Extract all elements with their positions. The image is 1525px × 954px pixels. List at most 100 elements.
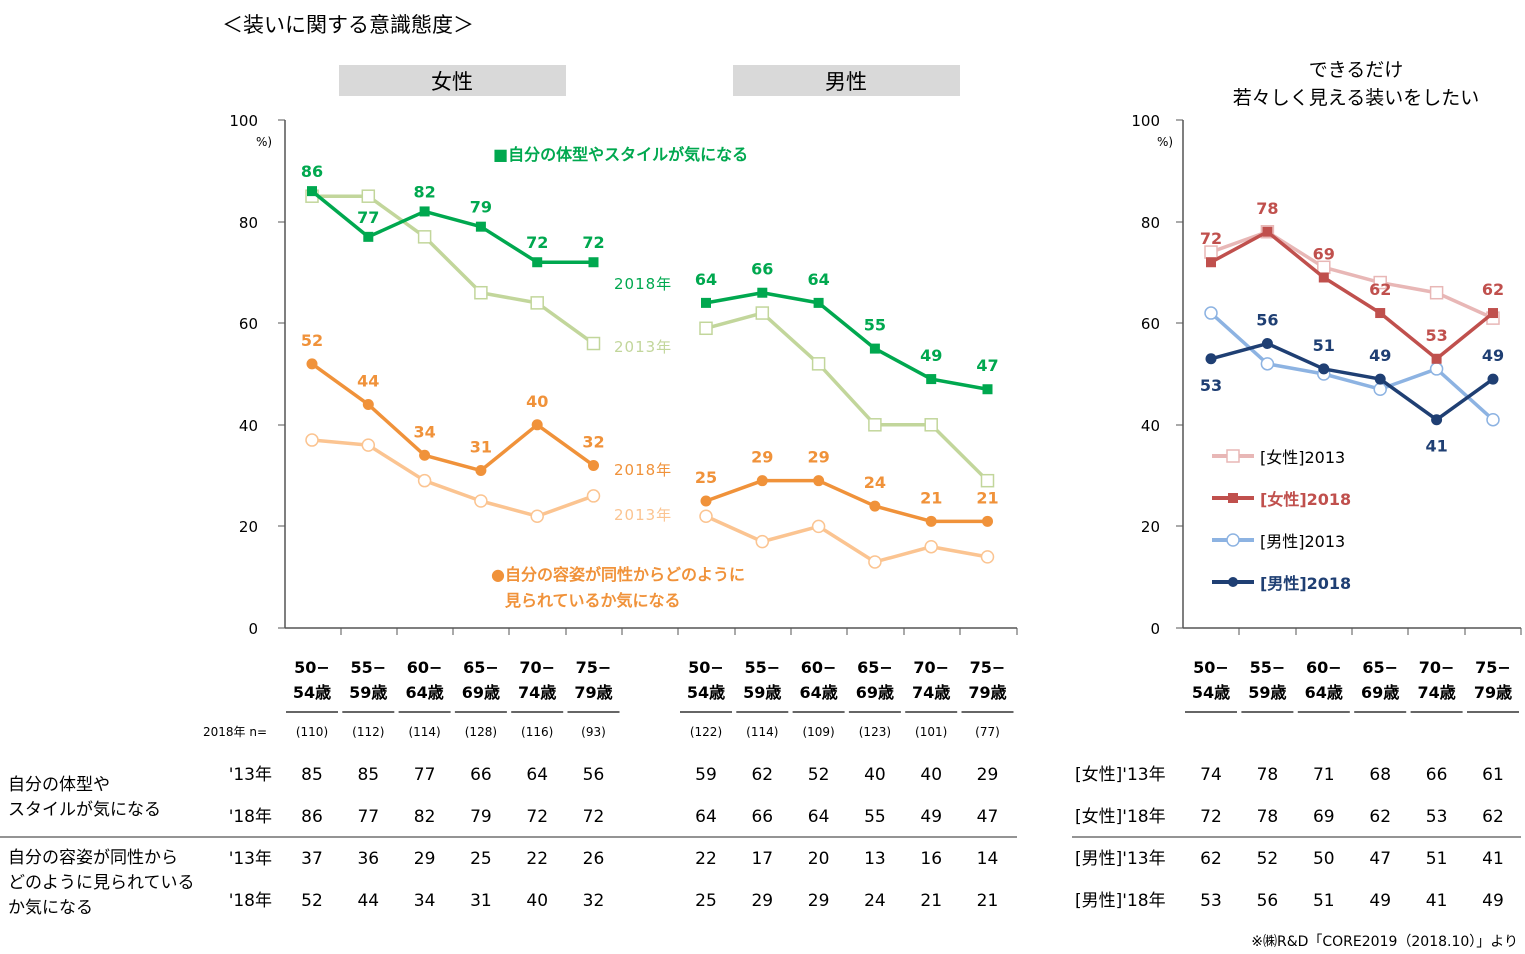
- age-label: 70−: [519, 658, 555, 677]
- table-year-label: '18年: [229, 807, 272, 827]
- table-cell: 56: [583, 765, 605, 785]
- age-label: 74歳: [518, 683, 556, 702]
- age-labels: 50− 54歳 55− 59歳 60− 64歳 65− 69歳 70− 74歳 75− 79歳 50− 5…: [286, 658, 1519, 713]
- table-cell: 77: [357, 807, 379, 827]
- right-y-tick: 80: [1141, 214, 1160, 232]
- age-label: 79歳: [1474, 683, 1512, 702]
- table-cell: 61: [1482, 765, 1504, 785]
- female-appear-2018-point: [362, 398, 374, 410]
- male-appear-2018-point: [813, 475, 825, 487]
- table-cell: 13: [864, 849, 886, 869]
- table-cell: 31: [470, 891, 492, 911]
- table-cell: 62: [1369, 807, 1391, 827]
- right-female-2018-data-label: 78: [1256, 199, 1278, 218]
- table-row-label-right: [女性]'13年: [1075, 765, 1166, 785]
- male-style-2018-data-label: 49: [920, 346, 942, 365]
- table-cell: 77: [414, 765, 436, 785]
- table-row-label-right: [男性]'18年: [1075, 891, 1166, 911]
- table-cell: 52: [301, 891, 323, 911]
- right-male-2018-data-label: 51: [1313, 336, 1335, 355]
- label-2013-style: 2013年: [614, 338, 672, 356]
- table-cell: 79: [470, 807, 492, 827]
- table-cell: 52: [1257, 849, 1279, 869]
- right-male-2013-point: [1486, 412, 1500, 427]
- table-cell: 41: [1482, 849, 1504, 869]
- table-cell: 29: [808, 891, 830, 911]
- right-series-layer: 72 78 69 62 53 62 53 56 51 49 41 49: [1200, 199, 1504, 456]
- table-row-label-right: [女性]'18年: [1075, 807, 1166, 827]
- right-female-2018-point: [1375, 308, 1386, 319]
- table-cell: 50: [1313, 849, 1335, 869]
- data-table: (110) (122) (112) (114) (114) (109) (128) (123)…: [229, 725, 1504, 911]
- table-cell: 68: [1369, 765, 1391, 785]
- female-appear-2013-line: [311, 438, 595, 518]
- table-cell: 34: [414, 891, 436, 911]
- male-style-2018-point: [869, 343, 880, 354]
- male-appear-2018-data-label: 21: [976, 488, 998, 507]
- age-label: 79歳: [574, 683, 612, 702]
- female-header-box: [339, 65, 566, 96]
- right-female-2018-point: [1431, 353, 1442, 364]
- n-value: (112): [352, 725, 384, 739]
- female-appear-2018-data-label: 34: [413, 422, 435, 441]
- table-cell: 62: [1200, 849, 1222, 869]
- male-style-2018-point: [813, 297, 824, 308]
- row-label-appear-line1: 自分の容姿が同性から: [8, 848, 178, 868]
- table-cell: 47: [977, 807, 999, 827]
- male-style-2013-point: [699, 321, 713, 336]
- female-style-2018-data-label: 77: [357, 208, 379, 227]
- right-female-2013-point: [1429, 285, 1444, 300]
- male-style-2013-point: [868, 418, 882, 432]
- male-appear-2013-point: [868, 555, 882, 569]
- female-style-2013-point: [474, 285, 488, 300]
- right-male-2013-line: [1209, 311, 1495, 422]
- table-row-label-right: [男性]'13年: [1075, 849, 1166, 869]
- label-2013-appear: 2013年: [614, 506, 672, 524]
- table-cell: 78: [1257, 765, 1279, 785]
- table-cell: 64: [526, 765, 548, 785]
- left-y-tick: 0: [248, 620, 258, 638]
- age-label: 69歳: [462, 683, 500, 702]
- age-label: 60−: [407, 658, 443, 677]
- table-cell: 25: [470, 849, 492, 869]
- age-label: 74歳: [1417, 683, 1455, 702]
- female-style-2013-point: [361, 189, 376, 203]
- right-female-2013-line: [1210, 230, 1494, 320]
- female-style-2018-point: [532, 257, 543, 268]
- n-value: (122): [690, 725, 722, 739]
- left-y-tick: 100: [229, 112, 258, 130]
- age-label: 59歳: [1248, 683, 1286, 702]
- n-value: (123): [859, 725, 891, 739]
- age-label: 70−: [913, 658, 949, 677]
- age-label: 70−: [1419, 658, 1455, 677]
- female-style-2018-data-label: 82: [413, 182, 435, 201]
- table-cell: 62: [751, 765, 773, 785]
- male-appear-2013-line: [705, 514, 988, 564]
- right-male-2018-data-label: 41: [1425, 437, 1447, 456]
- male-style-2013-point: [980, 473, 995, 488]
- male-style-2018-point: [701, 297, 711, 308]
- right-chart-title-line1: できるだけ: [1309, 59, 1404, 81]
- right-female-2018-data-label: 69: [1313, 244, 1335, 263]
- row-label-style-line1: 自分の体型や: [8, 775, 110, 795]
- right-legend-label: [男性]2018: [1260, 574, 1351, 593]
- n-value: (128): [465, 725, 497, 739]
- n-value: (109): [802, 725, 834, 739]
- male-header-box: [733, 65, 960, 96]
- table-cell: 49: [920, 807, 942, 827]
- male-appear-2018-data-label: 21: [920, 488, 942, 507]
- female-appear-2018-data-label: 52: [301, 331, 323, 350]
- table-cell: 22: [695, 849, 717, 869]
- age-label: 55−: [744, 658, 780, 677]
- left-y-tick: 20: [239, 518, 258, 536]
- table-cell: 40: [920, 765, 942, 785]
- table-cell: 86: [301, 807, 323, 827]
- age-label: 60−: [1306, 658, 1342, 677]
- right-female-2018-data-label: 72: [1200, 229, 1222, 248]
- age-label: 64歳: [799, 683, 837, 702]
- female-style-2013-point: [586, 336, 601, 351]
- female-appear-2018-data-label: 31: [470, 438, 492, 457]
- n-value: (110): [296, 725, 328, 739]
- right-y-tick: 60: [1141, 315, 1160, 333]
- right-female-2018-line: [1210, 230, 1495, 361]
